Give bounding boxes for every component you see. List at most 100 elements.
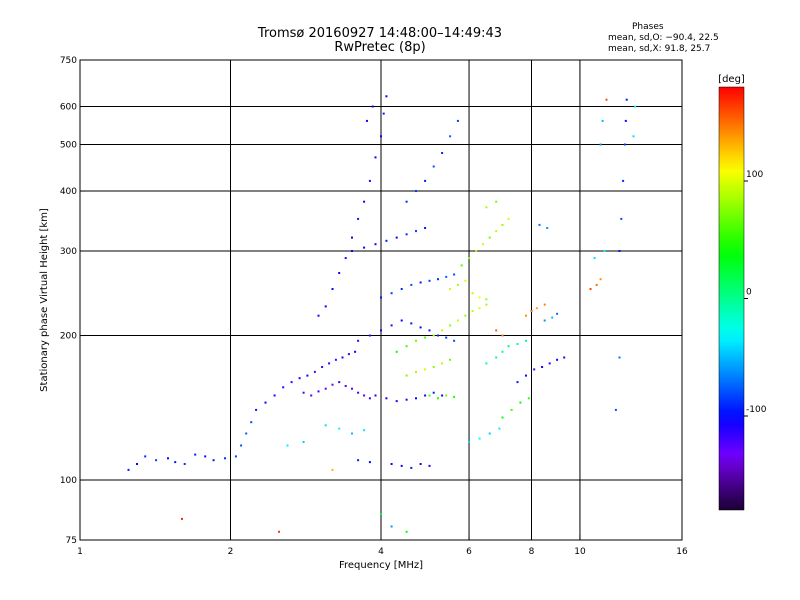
data-point [428, 329, 431, 332]
y-tick-label: 75 [66, 536, 77, 546]
colorbar-tick-label: 100 [746, 170, 763, 180]
data-point [441, 394, 444, 397]
data-point [354, 350, 357, 353]
data-point [618, 250, 621, 252]
data-point [366, 119, 368, 122]
data-point [351, 236, 353, 239]
data-point [419, 463, 422, 465]
data-point [632, 135, 635, 138]
data-point [478, 437, 481, 440]
data-point [351, 432, 353, 435]
data-point [306, 374, 309, 377]
data-point [385, 239, 388, 242]
data-point [424, 179, 427, 182]
data-point [625, 98, 628, 101]
data-point [357, 339, 360, 342]
data-point [603, 250, 606, 252]
data-point [331, 468, 334, 471]
data-point [347, 353, 350, 356]
data-point [556, 312, 559, 315]
y-tick-label: 100 [60, 476, 77, 486]
data-point [380, 135, 382, 138]
data-point [527, 397, 530, 400]
data-point [599, 278, 602, 281]
data-point [541, 366, 544, 368]
x-axis-label: Frequency [MHz] [339, 560, 423, 571]
data-point [167, 457, 169, 460]
data-point [605, 98, 608, 101]
data-point [445, 336, 448, 339]
data-point [519, 401, 522, 404]
data-point [410, 466, 413, 469]
data-point [212, 459, 215, 462]
data-point [390, 324, 393, 327]
colorbar-label: [deg] [718, 74, 745, 85]
data-point [410, 283, 413, 286]
data-point [136, 463, 138, 465]
data-point [428, 394, 431, 397]
y-tick-label: 400 [60, 187, 77, 197]
data-point [415, 190, 417, 192]
data-point [453, 339, 456, 342]
data-point [478, 296, 481, 299]
data-point [445, 275, 448, 278]
data-point [468, 257, 470, 260]
data-point [250, 421, 253, 424]
data-point [405, 345, 408, 348]
data-point [368, 397, 371, 400]
x-tick-label: 10 [574, 547, 586, 557]
data-point [495, 230, 498, 233]
data-point [321, 366, 324, 368]
data-point [234, 455, 237, 458]
data-point [310, 394, 313, 397]
data-point [510, 408, 513, 411]
data-point [538, 223, 541, 226]
data-point [456, 119, 459, 122]
data-point [614, 408, 617, 411]
phases-title: Phases [632, 22, 664, 32]
data-point [441, 329, 444, 332]
data-point [338, 272, 341, 274]
data-point [405, 233, 408, 236]
data-point [507, 345, 510, 348]
data-point [424, 336, 427, 339]
data-point [282, 386, 285, 389]
data-point [464, 279, 467, 282]
data-point [507, 217, 510, 220]
data-point [400, 288, 403, 290]
phases-line-x: mean, sd,X: 91.8, 25.7 [608, 44, 711, 54]
data-point [390, 525, 393, 528]
data-point [390, 463, 393, 465]
data-point [432, 165, 435, 168]
data-point [441, 362, 444, 365]
data-point [530, 310, 533, 312]
data-point [405, 200, 408, 203]
data-point [390, 292, 393, 295]
data-point [593, 257, 596, 260]
data-point [548, 362, 551, 365]
data-point [334, 358, 337, 361]
data-point [437, 278, 439, 281]
data-point [437, 397, 439, 400]
data-point [546, 227, 549, 229]
data-point [485, 206, 488, 209]
y-tick-label: 600 [60, 103, 77, 113]
data-point [204, 455, 207, 458]
chart-title: Tromsø 20160927 14:48:00–14:49:43 [257, 26, 503, 41]
data-point [478, 307, 481, 310]
data-point [363, 394, 366, 397]
data-point [264, 401, 267, 404]
data-point [498, 427, 501, 430]
data-point [533, 368, 536, 371]
data-point [338, 381, 341, 384]
data-point [618, 356, 621, 359]
data-point [155, 459, 158, 462]
data-point [194, 453, 197, 456]
data-point [400, 464, 403, 467]
data-point [144, 455, 147, 458]
data-point [395, 236, 398, 239]
data-point [338, 427, 341, 430]
data-point [331, 383, 334, 386]
data-point [183, 463, 186, 465]
